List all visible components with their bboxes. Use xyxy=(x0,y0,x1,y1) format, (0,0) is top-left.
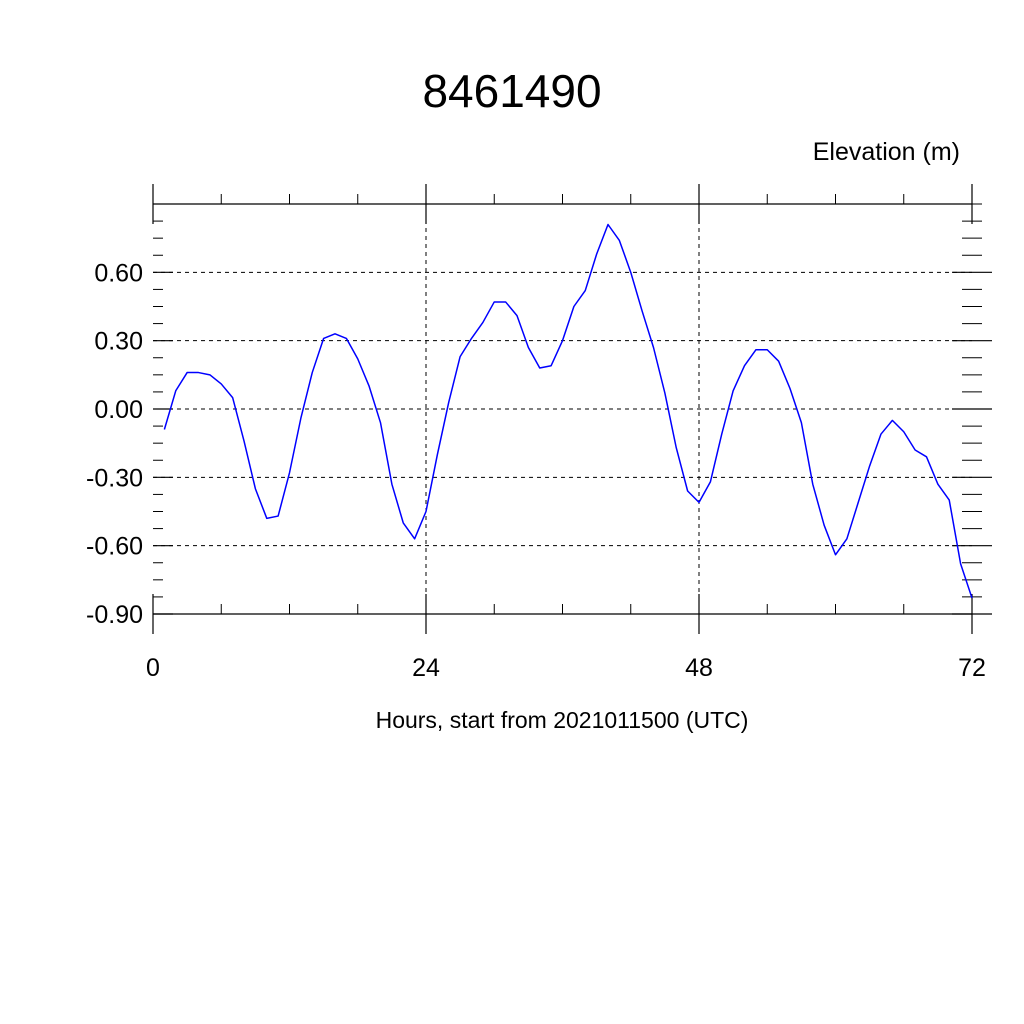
series-line xyxy=(163,223,973,599)
x-tick-label: 24 xyxy=(412,654,440,682)
y-tick-label: -0.60 xyxy=(86,533,143,561)
y-axis-label: Elevation (m) xyxy=(812,138,960,166)
y-tick-label: 0.60 xyxy=(94,259,143,287)
x-tick-label: 48 xyxy=(685,654,713,682)
y-tick-label: -0.90 xyxy=(86,601,143,629)
x-tick-label: 72 xyxy=(958,654,986,682)
x-axis-label: Hours, start from 2021011500 (UTC) xyxy=(375,707,749,733)
y-tick-label: 0.30 xyxy=(94,328,143,356)
y-tick-label: -0.30 xyxy=(86,464,143,492)
x-tick-label: 0 xyxy=(146,654,160,682)
y-tick-label: 0.00 xyxy=(94,396,143,424)
chart-title: 8461490 xyxy=(422,65,602,117)
